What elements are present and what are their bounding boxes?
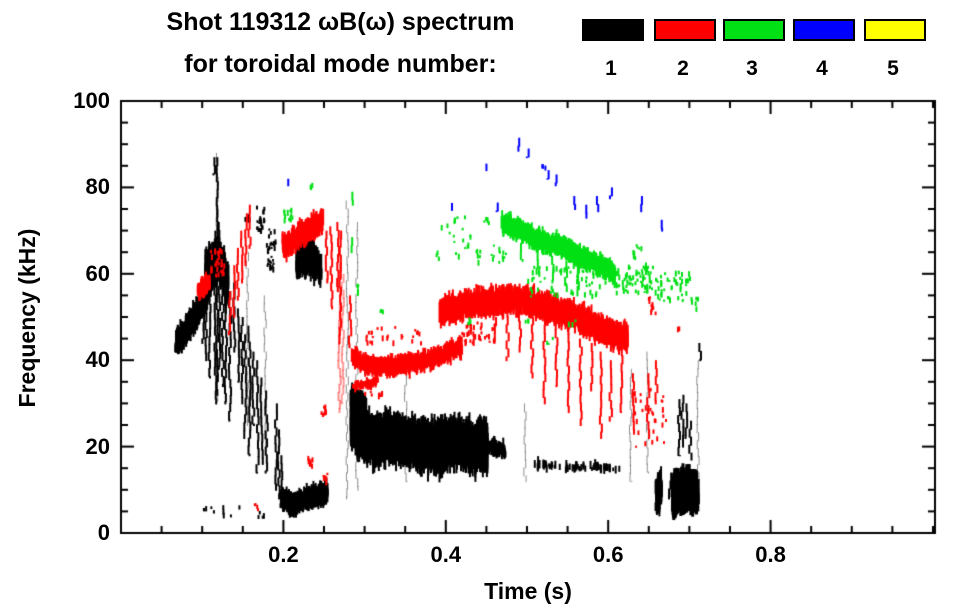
y-tick-label-80: 80	[85, 174, 110, 200]
x-tick-label-0.8: 0.8	[755, 542, 786, 567]
x-axis-title: Time (s)	[484, 578, 572, 604]
x-tick-label-0.6: 0.6	[592, 542, 624, 567]
y-tick-label-40: 40	[85, 347, 110, 373]
x-tick-label-0.4: 0.4	[430, 542, 462, 567]
y-tick-label-0: 0	[97, 520, 110, 545]
y-axis-title: Frequency (kHz)	[14, 228, 40, 408]
x-tick-label-0.2: 0.2	[268, 542, 299, 567]
y-tick-label-60: 60	[85, 260, 110, 286]
y-tick-label-20: 20	[85, 433, 110, 459]
y-tick-label-100: 100	[73, 88, 110, 113]
